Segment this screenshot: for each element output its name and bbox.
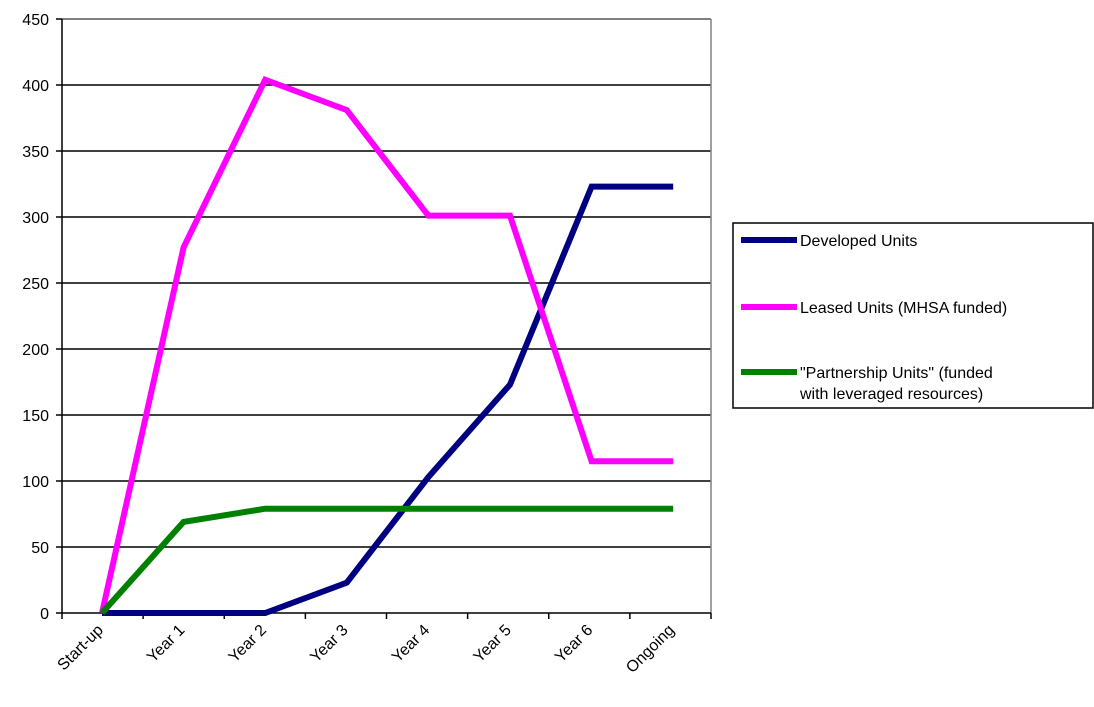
series-line-1 [102,183,674,616]
legend-label: with leveraged resources) [799,386,983,403]
y-tick-label: 450 [22,12,49,29]
x-tick-label: Year 5 [471,622,515,666]
series-lines [99,75,674,616]
x-tick-label: Year 2 [226,622,270,666]
y-tick-label: 150 [22,408,49,425]
x-tick-label: Year 3 [307,622,351,666]
x-tick-label: Year 4 [389,622,433,666]
y-tick-label: 200 [22,342,49,359]
plot-frame [61,18,712,614]
series-line-3 [99,505,674,616]
y-tick-label: 100 [22,474,49,491]
gridlines [62,18,711,548]
series-line-2 [99,75,674,614]
legend-label: Leased Units (MHSA funded) [800,300,1007,317]
legend: Developed Units Leased Units (MHSA funded… [732,222,1094,409]
y-tick-label: 350 [22,144,49,161]
x-tick-label: Year 6 [552,622,596,666]
x-tick-label: Year 1 [144,622,188,666]
y-tick-label: 250 [22,276,49,293]
legend-label: "Partnership Units" (funded [800,365,993,382]
legend-box [732,222,1094,409]
x-axis-ticks: Start-up Year 1 Year 2 Year 3 Year 4 Year 5 Ye… [55,613,712,677]
x-tick-label: Ongoing [623,622,678,677]
y-tick-label: 0 [40,606,49,623]
y-tick-label: 50 [31,540,49,557]
y-tick-label: 300 [22,210,49,227]
y-axis-ticks: 0 50 100 150 200 250 300 350 400 450 [22,12,62,623]
legend-label: Developed Units [800,233,917,250]
x-tick-label: Start-up [55,622,107,674]
y-tick-label: 400 [22,78,49,95]
